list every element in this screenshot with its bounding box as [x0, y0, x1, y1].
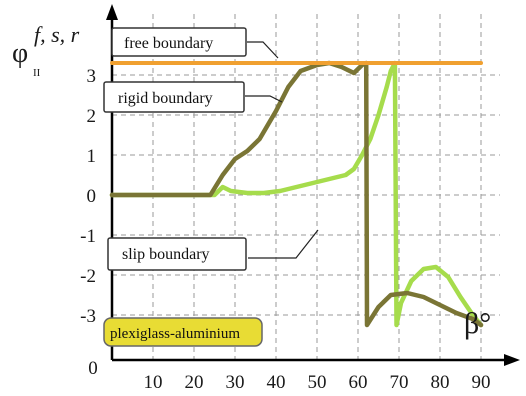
x-tick-label: 70: [390, 372, 409, 393]
rigid-boundary-label: rigid boundary: [118, 90, 213, 107]
slip-boundary-label: slip boundary: [122, 246, 210, 263]
annotation-rigid-boundary: rigid boundary: [103, 81, 245, 113]
y-tick-label: -1: [80, 226, 96, 247]
x-tick-label: 90: [472, 372, 491, 393]
slip-boundary-line: [109, 60, 484, 328]
rigid-boundary-line: [109, 60, 484, 328]
y-tick-label: 3: [87, 66, 97, 87]
x-tick-label: 40: [267, 372, 286, 393]
x-tick-label: 60: [349, 372, 368, 393]
y-tick-label: -2: [80, 266, 96, 287]
y-label-superscript: f, s, r: [34, 22, 80, 47]
free-boundary-label: free boundary: [124, 35, 213, 52]
y-tick-label: 0: [87, 186, 97, 207]
y-label-subscript: II: [33, 67, 41, 79]
x-tick-label: 0: [88, 358, 98, 379]
axes: [106, 4, 520, 366]
y-label-phi: φ: [12, 38, 28, 69]
slip-boundary-leader: [248, 229, 319, 259]
y-tick-label: -3: [80, 306, 96, 327]
annotation-slip-boundary: slip boundary: [107, 237, 247, 271]
y-axis-arrow: [106, 4, 118, 20]
material-badge-label: plexiglass-aluminium: [110, 326, 240, 342]
x-tick-label: 10: [144, 372, 163, 393]
x-tick-label: 50: [308, 372, 327, 393]
x-axis-label: β°: [464, 307, 491, 340]
material-badge: plexiglass-aluminium: [103, 317, 263, 347]
y-axis-label: φ f, s, r II: [12, 22, 80, 79]
x-tick-label: 30: [226, 372, 245, 393]
annotation-free-boundary: free boundary: [111, 27, 247, 57]
x-axis-arrow: [504, 354, 520, 366]
series-lines: [109, 60, 484, 328]
annotation-leaders: [245, 41, 319, 259]
x-tick-label: 80: [431, 372, 450, 393]
rigid-boundary-leader: [245, 95, 283, 103]
y-tick-label: 2: [87, 106, 97, 127]
y-tick-label: 1: [87, 146, 97, 167]
x-tick-label: 20: [185, 372, 204, 393]
free-boundary-leader: [247, 41, 279, 59]
